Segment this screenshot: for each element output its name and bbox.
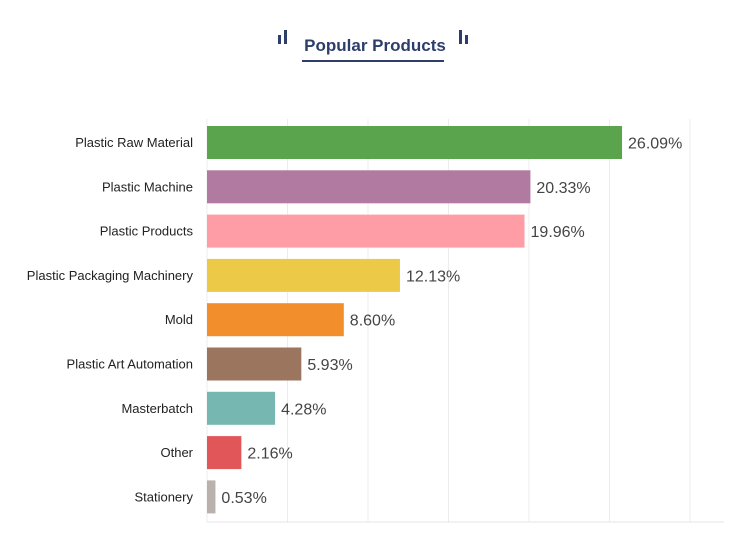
category-label: Masterbatch xyxy=(121,401,193,416)
bar[interactable] xyxy=(207,391,276,425)
bar[interactable] xyxy=(207,214,525,248)
bar[interactable] xyxy=(207,436,242,470)
chart-title-area: Popular Products xyxy=(0,30,750,70)
value-label: 20.33% xyxy=(536,180,590,197)
bar[interactable] xyxy=(207,126,623,159)
bar[interactable] xyxy=(207,347,302,381)
value-label: 19.96% xyxy=(531,224,585,241)
category-label: Plastic Machine xyxy=(102,179,193,194)
category-label: Plastic Art Automation xyxy=(67,357,193,372)
value-label: 26.09% xyxy=(628,136,682,153)
bar[interactable] xyxy=(207,170,531,204)
category-label: Plastic Products xyxy=(100,224,194,239)
value-label: 12.13% xyxy=(406,268,460,285)
category-labels: Plastic Raw Material Plastic Machine Plast… xyxy=(27,135,194,504)
category-label: Plastic Raw Material xyxy=(75,135,193,150)
value-labels: 26.09% 20.33% 19.96% 12.13% 8.60% 5.93% 4.28% 2… xyxy=(221,136,682,507)
category-label: Stationery xyxy=(134,489,193,504)
value-label: 4.28% xyxy=(281,401,326,418)
title-underline xyxy=(302,60,444,62)
bar[interactable] xyxy=(207,258,400,292)
category-label: Mold xyxy=(165,312,193,327)
bars xyxy=(207,126,623,514)
value-label: 8.60% xyxy=(350,313,395,330)
value-label: 0.53% xyxy=(221,490,266,507)
category-label: Plastic Packaging Machinery xyxy=(27,268,194,283)
bar[interactable] xyxy=(207,303,344,337)
value-label: 2.16% xyxy=(247,446,292,463)
chart-title: Popular Products xyxy=(304,36,446,55)
category-label: Other xyxy=(160,445,193,460)
value-label: 5.93% xyxy=(307,357,352,374)
bar[interactable] xyxy=(207,480,216,514)
